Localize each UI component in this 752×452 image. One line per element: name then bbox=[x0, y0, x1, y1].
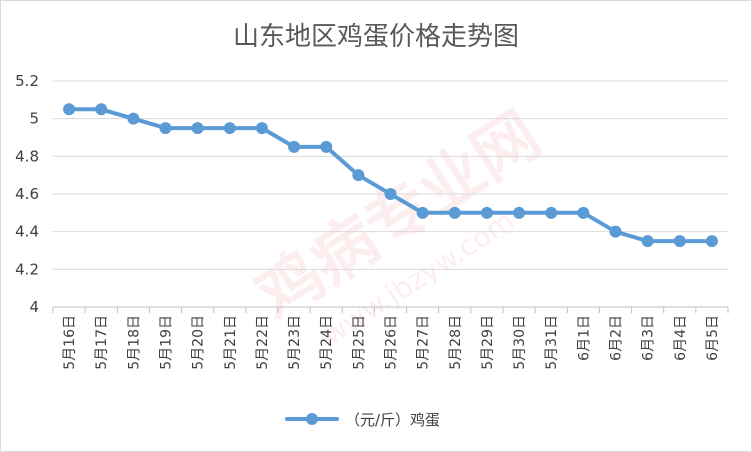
chart-title: 山东地区鸡蛋价格走势图 bbox=[233, 22, 519, 52]
y-tick-label: 4.2 bbox=[15, 260, 39, 278]
data-point bbox=[673, 235, 686, 248]
x-tick-label: 6月1日 bbox=[576, 315, 592, 361]
x-tick-label: 5月30日 bbox=[512, 315, 528, 370]
data-point bbox=[545, 206, 558, 219]
y-tick-label: 4.6 bbox=[15, 185, 39, 203]
data-point bbox=[416, 206, 429, 219]
y-tick-label: 4 bbox=[29, 298, 39, 316]
x-tick-label: 6月5日 bbox=[705, 315, 721, 361]
data-point bbox=[705, 235, 718, 248]
data-point bbox=[159, 122, 172, 135]
data-point bbox=[448, 206, 461, 219]
data-point bbox=[480, 206, 493, 219]
x-tick-label: 5月29日 bbox=[480, 315, 496, 370]
x-tick-label: 5月23日 bbox=[287, 315, 303, 370]
x-tick-label: 5月31日 bbox=[544, 315, 560, 370]
x-tick-label: 6月4日 bbox=[673, 315, 689, 361]
data-point bbox=[384, 188, 397, 200]
data-point bbox=[191, 122, 204, 135]
data-point bbox=[609, 225, 622, 238]
data-point bbox=[63, 103, 76, 116]
x-tick-label: 5月25日 bbox=[351, 315, 367, 370]
data-point bbox=[577, 206, 590, 219]
x-tick-label: 5月19日 bbox=[159, 315, 175, 370]
data-point bbox=[352, 169, 365, 182]
data-point bbox=[513, 206, 526, 219]
data-point bbox=[255, 122, 268, 135]
x-tick-label: 6月2日 bbox=[609, 315, 625, 361]
x-tick-label: 5月21日 bbox=[223, 315, 239, 370]
legend-label: （元/斤）鸡蛋 bbox=[345, 411, 440, 429]
x-tick-label: 5月28日 bbox=[448, 315, 464, 370]
y-tick-label: 4.8 bbox=[15, 147, 39, 165]
data-point bbox=[288, 140, 301, 153]
x-tick-label: 5月16日 bbox=[62, 315, 78, 370]
x-tick-label: 5月18日 bbox=[126, 315, 142, 370]
x-tick-label: 5月17日 bbox=[94, 315, 110, 370]
y-tick-label: 5 bbox=[29, 110, 39, 128]
legend-marker bbox=[306, 413, 318, 425]
data-point bbox=[320, 140, 333, 153]
y-tick-label: 5.2 bbox=[15, 72, 39, 90]
y-tick-label: 4.4 bbox=[15, 223, 39, 241]
x-tick-label: 5月24日 bbox=[319, 315, 335, 370]
data-point bbox=[641, 235, 654, 248]
x-tick-label: 6月3日 bbox=[641, 315, 657, 361]
data-point bbox=[223, 122, 236, 135]
legend: （元/斤）鸡蛋 bbox=[285, 411, 440, 429]
data-point bbox=[127, 112, 140, 125]
watermark-group: 鸡病专业网 www.jbzyw.com bbox=[244, 98, 553, 352]
x-tick-label: 5月26日 bbox=[384, 315, 400, 370]
data-point bbox=[95, 103, 108, 116]
y-axis: 4 4.2 4.4 4.6 4.8 5 5.2 bbox=[15, 72, 39, 316]
x-tick-label: 5月27日 bbox=[416, 315, 432, 370]
x-tick-label: 5月22日 bbox=[255, 315, 271, 370]
x-tick-label: 5月20日 bbox=[191, 315, 207, 370]
x-axis: 5月16日 5月17日 5月18日 5月19日 5月20日 5月21日 5月22日 5月23日… bbox=[52, 307, 729, 370]
series-layer bbox=[63, 103, 718, 248]
